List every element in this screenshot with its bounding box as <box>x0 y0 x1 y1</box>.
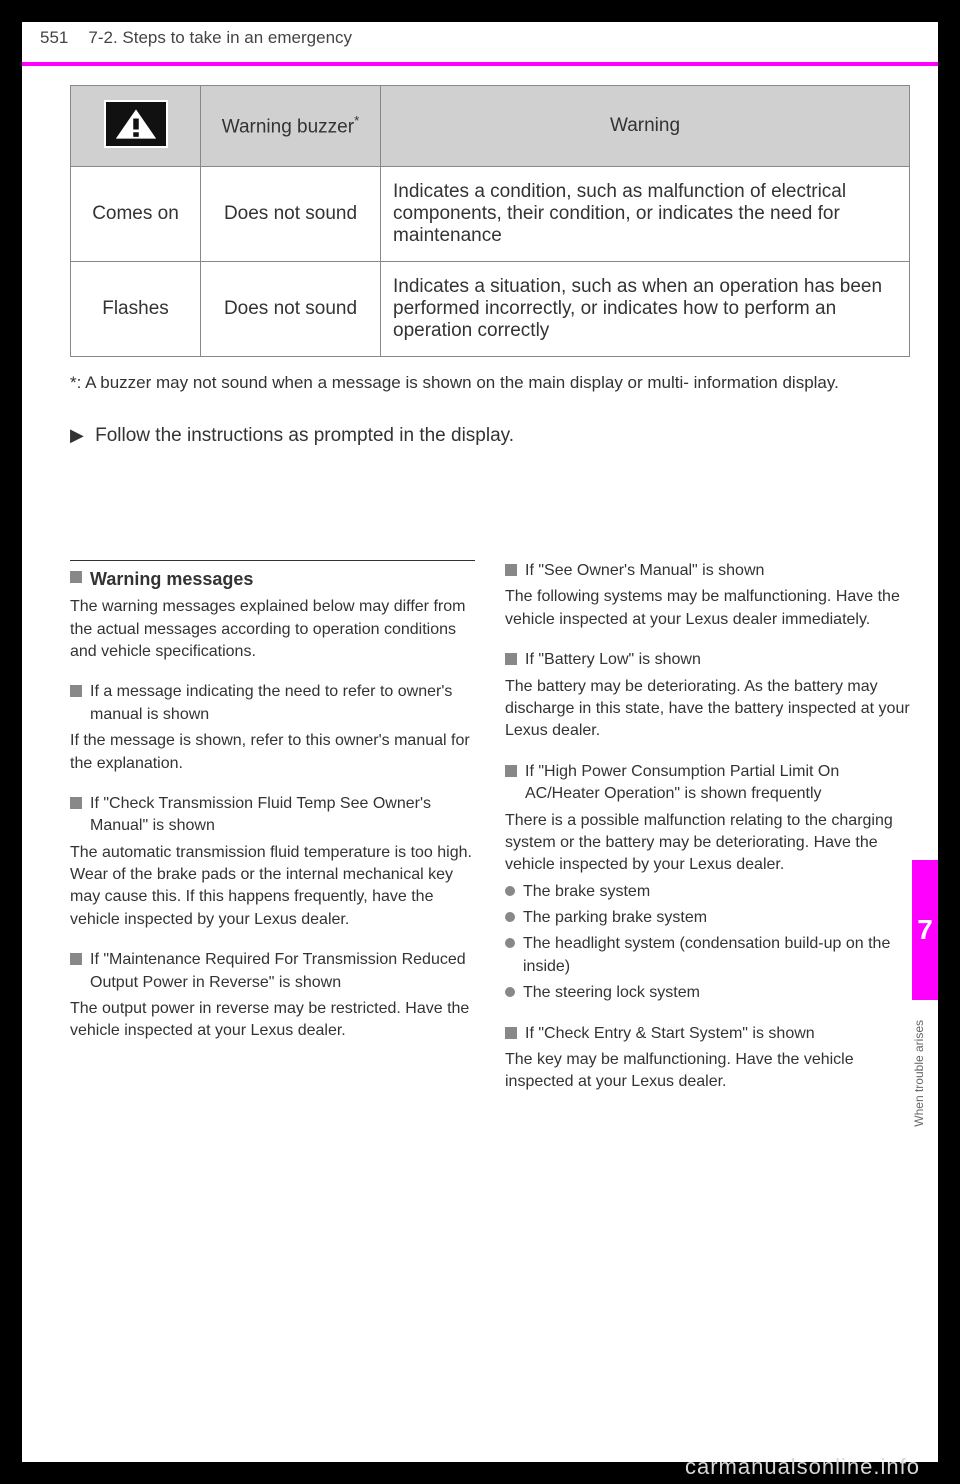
bullet-text: The parking brake system <box>523 907 707 929</box>
header-icon-cell <box>71 86 201 167</box>
section-ref: 7-2. Steps to take in an emergency <box>88 28 352 48</box>
chapter-label: When trouble arises <box>912 1020 938 1127</box>
topic-title: If "Battery Low" is shown <box>525 649 701 671</box>
arrow-icon: ▶ <box>70 425 84 445</box>
warning-table: Warning buzzer* Warning Comes on Does no… <box>70 85 910 357</box>
main-content: Warning buzzer* Warning Comes on Does no… <box>70 85 910 487</box>
topic: If "Maintenance Required For Transmissio… <box>70 949 475 1043</box>
topic-title: If "Maintenance Required For Transmissio… <box>90 949 475 994</box>
divider <box>70 560 475 561</box>
cell-warning: Indicates a condition, such as malfuncti… <box>381 167 910 262</box>
warning-triangle-icon <box>104 100 168 148</box>
header-buzzer-text: Warning buzzer <box>222 117 354 138</box>
topic: If "Check Entry & Start System" is shown… <box>505 1023 910 1094</box>
topic-title: If a message indicating the need to refe… <box>90 681 475 726</box>
topic-body: The following systems may be malfunction… <box>505 586 910 631</box>
header-buzzer-sup: * <box>354 113 359 128</box>
topic: If "Check Transmission Fluid Temp See Ow… <box>70 793 475 931</box>
square-bullet-icon <box>70 571 82 583</box>
right-column: If "See Owner's Manual" is shown The fol… <box>505 560 910 1112</box>
topic-title: If "High Power Consumption Partial Limit… <box>525 761 910 806</box>
topic-title: Warning messages <box>90 567 253 592</box>
dot-bullet-icon <box>505 938 515 948</box>
header-warning: Warning <box>381 86 910 167</box>
bullet-item: The headlight system (condensation build… <box>505 933 910 978</box>
cell-buzzer: Does not sound <box>201 167 381 262</box>
topic-body: The key may be malfunctioning. Have the … <box>505 1049 910 1094</box>
topic: Warning messages The warning messages ex… <box>70 560 475 663</box>
square-bullet-icon <box>505 1027 517 1039</box>
bullet-text: The steering lock system <box>523 982 700 1004</box>
header-buzzer: Warning buzzer* <box>201 86 381 167</box>
chapter-tab: 7 <box>912 860 938 1000</box>
topic: If "High Power Consumption Partial Limit… <box>505 761 910 1005</box>
table-row: Comes on Does not sound Indicates a cond… <box>71 167 910 262</box>
bullet-item: The steering lock system <box>505 982 910 1004</box>
bullet-item: The parking brake system <box>505 907 910 929</box>
square-bullet-icon <box>70 953 82 965</box>
dot-bullet-icon <box>505 987 515 997</box>
topic-title: If "Check Entry & Start System" is shown <box>525 1023 815 1045</box>
cell-buzzer: Does not sound <box>201 262 381 357</box>
bullet-text: The brake system <box>523 881 650 903</box>
topic: If "See Owner's Manual" is shown The fol… <box>505 560 910 631</box>
table-row: Flashes Does not sound Indicates a situa… <box>71 262 910 357</box>
watermark: carmanualsonline.info <box>685 1454 920 1480</box>
action-text: Follow the instructions as prompted in t… <box>95 425 514 446</box>
cell-state: Flashes <box>71 262 201 357</box>
cell-state: Comes on <box>71 167 201 262</box>
table-footnote: *: A buzzer may not sound when a message… <box>70 371 910 395</box>
topic-body: The battery may be deteriorating. As the… <box>505 676 910 743</box>
square-bullet-icon <box>505 653 517 665</box>
topic-body: The warning messages explained below may… <box>70 596 475 663</box>
topic: If a message indicating the need to refe… <box>70 681 475 775</box>
topic-body: There is a possible malfunction relating… <box>505 810 910 877</box>
body-columns: Warning messages The warning messages ex… <box>70 560 910 1112</box>
dot-bullet-icon <box>505 912 515 922</box>
topic-body: The automatic transmission fluid tempera… <box>70 842 475 932</box>
topic: If "Battery Low" is shown The battery ma… <box>505 649 910 743</box>
action-instruction: ▶ Follow the instructions as prompted in… <box>70 425 910 447</box>
page-header: 551 7-2. Steps to take in an emergency <box>40 28 920 48</box>
header-accent-bar <box>22 62 938 66</box>
cell-warning: Indicates a situation, such as when an o… <box>381 262 910 357</box>
square-bullet-icon <box>505 564 517 576</box>
square-bullet-icon <box>70 685 82 697</box>
left-column: Warning messages The warning messages ex… <box>70 560 475 1112</box>
bullet-text: The headlight system (condensation build… <box>523 933 910 978</box>
bullet-item: The brake system <box>505 881 910 903</box>
square-bullet-icon <box>505 765 517 777</box>
topic-title: If "See Owner's Manual" is shown <box>525 560 764 582</box>
topic-body: If the message is shown, refer to this o… <box>70 730 475 775</box>
topic-body: The output power in reverse may be restr… <box>70 998 475 1043</box>
square-bullet-icon <box>70 797 82 809</box>
page-number: 551 <box>40 28 68 48</box>
dot-bullet-icon <box>505 886 515 896</box>
topic-title: If "Check Transmission Fluid Temp See Ow… <box>90 793 475 838</box>
